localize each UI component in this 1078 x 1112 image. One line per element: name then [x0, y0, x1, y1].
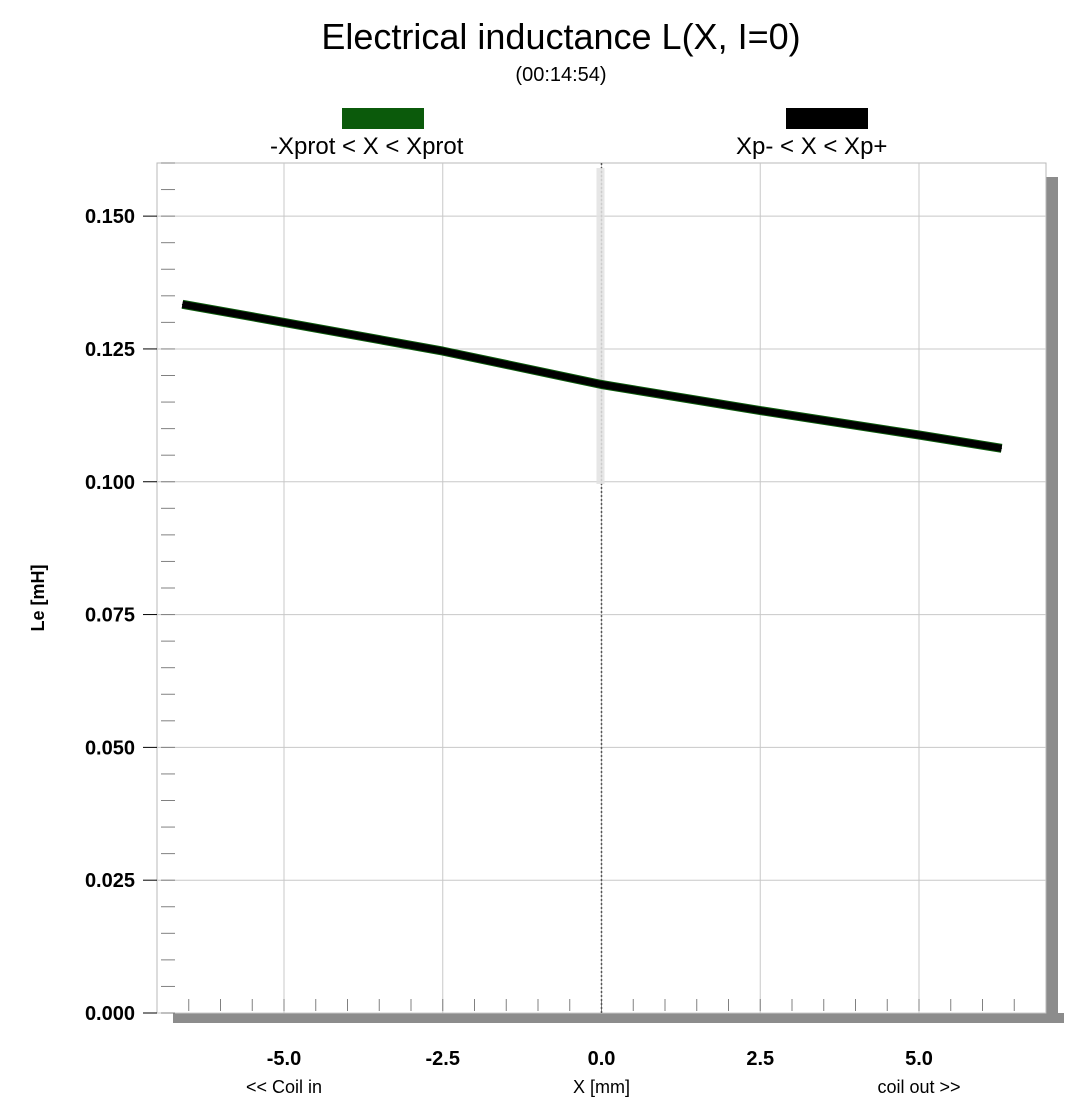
legend-swatch-series-2	[786, 108, 868, 129]
legend-swatch-series-1	[342, 108, 424, 129]
plot-frame-shadow-right	[1046, 177, 1058, 1023]
plot-frame-shadow-bottom	[173, 1013, 1064, 1023]
x-axis-note-right: coil out >>	[877, 1077, 960, 1097]
series-2-point	[181, 303, 183, 305]
y-tick-label: 0.150	[85, 206, 135, 228]
x-axis-label: X [mm]	[573, 1077, 630, 1097]
x-tick-label: -5.0	[267, 1048, 301, 1070]
y-tick-label: 0.050	[85, 737, 135, 759]
chart-subtitle: (00:14:54)	[515, 64, 607, 86]
legend-label-series-1: -Xprot < X < Xprot	[270, 133, 464, 160]
y-tick-label: 0.100	[85, 472, 135, 494]
y-tick-label: 0.125	[85, 339, 135, 361]
y-tick-label: 0.025	[85, 870, 135, 892]
x-zero-marker-band	[596, 168, 605, 484]
x-tick-label: 2.5	[746, 1048, 774, 1070]
x-tick-label: -2.5	[426, 1048, 460, 1070]
x-axis-note-left: << Coil in	[246, 1077, 322, 1097]
x-tick-label: 0.0	[588, 1048, 616, 1070]
series-2-point	[1001, 447, 1003, 449]
legend-label-series-2: Xp- < X < Xp+	[736, 133, 888, 160]
y-axis-label: Le [mH]	[28, 565, 48, 632]
series-2-point	[918, 434, 920, 436]
series-2-point	[442, 350, 444, 352]
series-2-point	[759, 410, 761, 412]
chart-title: Electrical inductance L(X, I=0)	[321, 16, 801, 57]
series-2-point	[601, 384, 602, 386]
y-tick-label: 0.000	[85, 1003, 135, 1025]
x-tick-label: 5.0	[905, 1048, 933, 1070]
series-2-point	[283, 321, 285, 323]
y-tick-label: 0.075	[85, 605, 135, 627]
